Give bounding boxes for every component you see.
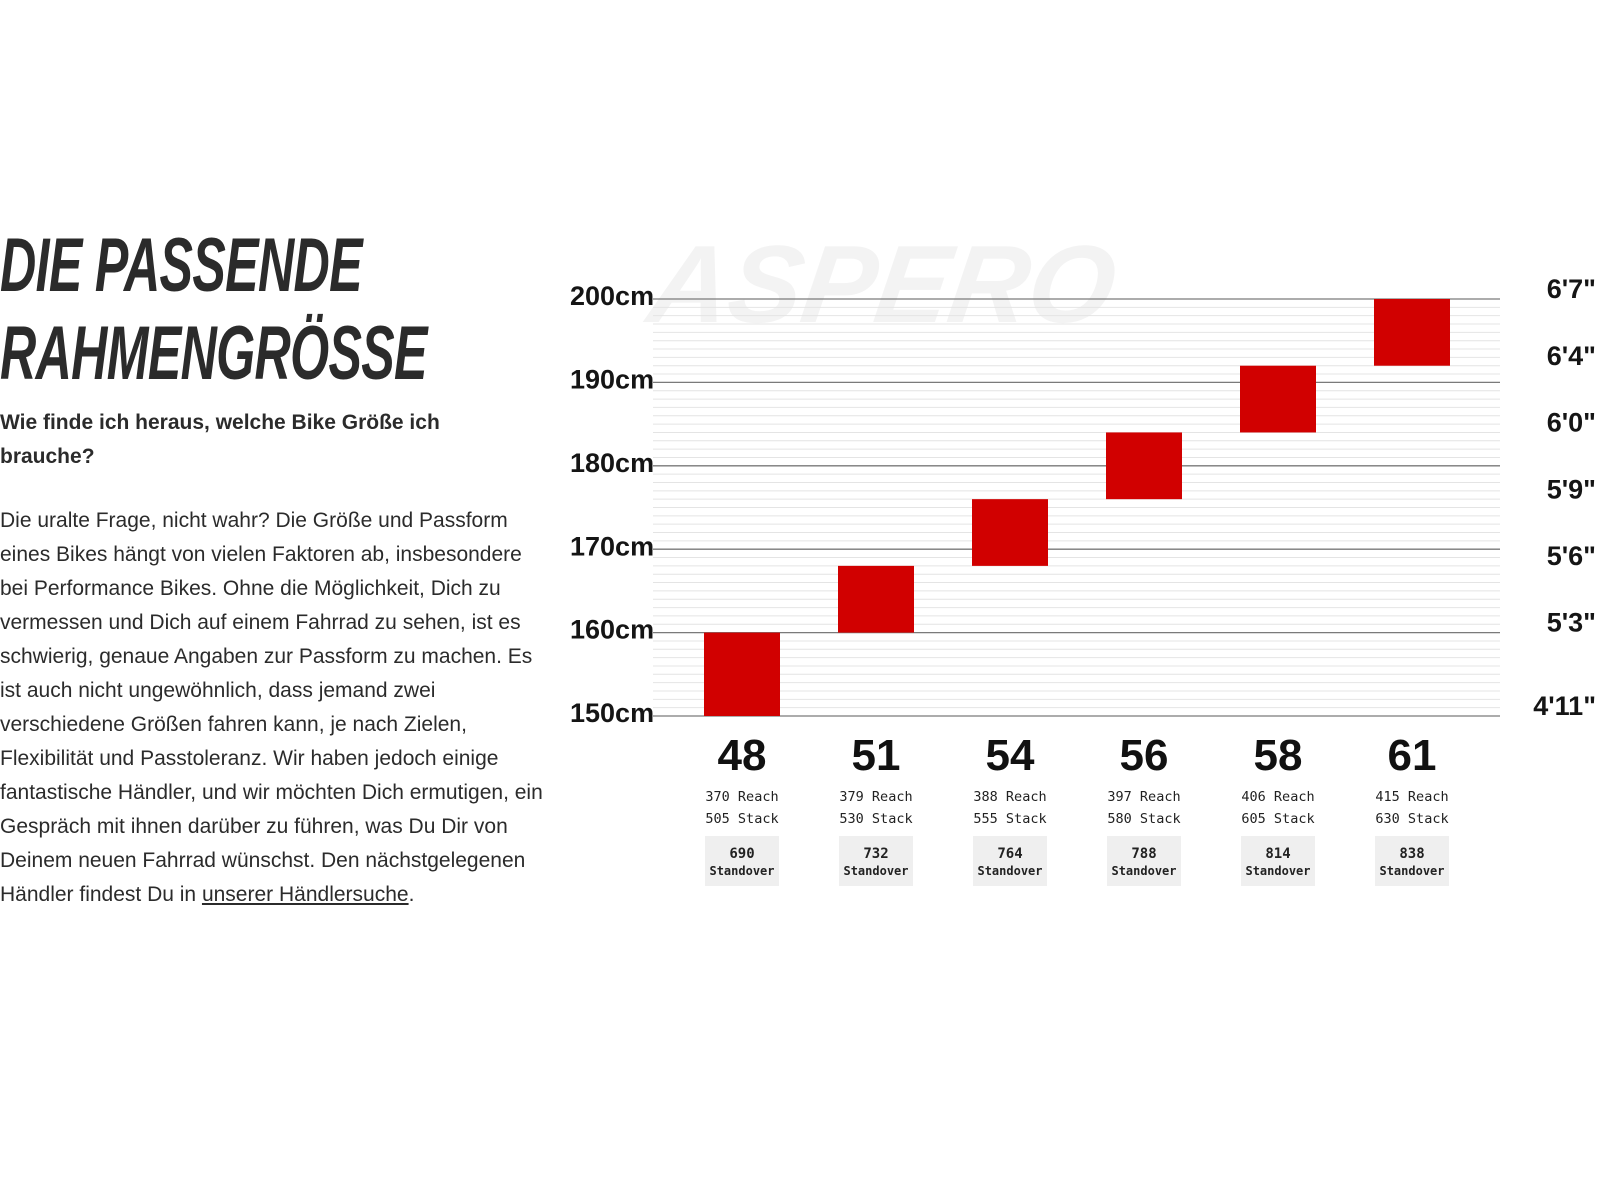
size-bar-51 (838, 565, 914, 633)
standover-label: Standover (1111, 864, 1176, 878)
y-axis-label-ft: 6'7" (1547, 274, 1596, 304)
y-axis-label-cm: 180cm (570, 448, 654, 478)
title-line-1: Die passende (0, 223, 363, 308)
standover-box (705, 836, 779, 886)
title-line-2: Rahmengrösse (0, 311, 428, 396)
reach-label: 388 Reach (973, 789, 1046, 805)
reach-label: 406 Reach (1241, 789, 1314, 805)
standover-value: 814 (1265, 846, 1290, 862)
standover-box (1241, 836, 1315, 886)
y-axis-label-ft: 6'4" (1547, 341, 1596, 371)
stack-label: 630 Stack (1375, 811, 1448, 827)
standover-value: 732 (863, 846, 888, 862)
subtitle: Wie finde ich heraus, welche Bike Größe … (0, 411, 440, 468)
reach-label: 379 Reach (839, 789, 912, 805)
stack-label: 555 Stack (973, 811, 1046, 827)
stack-label: 580 Stack (1107, 811, 1180, 827)
reach-label: 397 Reach (1107, 789, 1180, 805)
y-axis-label-cm: 160cm (570, 615, 654, 645)
y-axis-label-cm: 200cm (570, 281, 654, 311)
standover-label: Standover (843, 864, 908, 878)
standover-value: 690 (729, 846, 754, 862)
standover-label: Standover (709, 864, 774, 878)
size-bar-58 (1240, 365, 1316, 433)
standover-box (839, 836, 913, 886)
watermark-text: ASPERO (639, 230, 1124, 346)
size-label-54: 54 (986, 731, 1035, 780)
standover-label: Standover (1245, 864, 1310, 878)
y-axis-label-ft: 5'9" (1547, 474, 1596, 504)
size-label-56: 56 (1120, 731, 1169, 780)
y-axis-label-ft: 5'6" (1547, 541, 1596, 571)
y-axis-label-ft: 4'11" (1533, 691, 1596, 721)
text-column: Die passende Rahmengrösse Wie finde ich … (0, 222, 560, 912)
reach-label: 415 Reach (1375, 789, 1448, 805)
size-label-51: 51 (852, 731, 901, 780)
standover-value: 788 (1131, 846, 1156, 862)
standover-label: Standover (977, 864, 1042, 878)
size-bar-48 (704, 632, 780, 716)
standover-box (1375, 836, 1449, 886)
size-bar-54 (972, 499, 1048, 566)
size-bar-61 (1374, 299, 1450, 366)
standover-value: 764 (997, 846, 1022, 862)
size-bar-56 (1106, 432, 1182, 500)
stack-label: 505 Stack (705, 811, 778, 827)
reach-label: 370 Reach (705, 789, 778, 805)
body-text: Die uralte Frage, nicht wahr? Die Größe … (0, 509, 543, 906)
y-axis-label-ft: 6'0" (1547, 408, 1596, 438)
body-end: . (408, 883, 415, 906)
y-axis-label-cm: 190cm (570, 365, 654, 395)
standover-value: 838 (1399, 846, 1424, 862)
standover-label: Standover (1379, 864, 1444, 878)
dealer-search-link[interactable]: unserer Händlersuche (201, 883, 409, 906)
y-axis-label-cm: 170cm (570, 531, 654, 561)
standover-box (973, 836, 1047, 886)
y-axis-label-ft: 5'3" (1547, 608, 1596, 638)
frame-size-chart: ASPERO 200cm 190cm 180cm 170cm 160cm 150cm 6'7"… (570, 230, 1600, 930)
page-title: Die passende Rahmengrösse (0, 222, 502, 398)
size-label-58: 58 (1254, 731, 1303, 780)
stack-label: 530 Stack (839, 811, 912, 827)
standover-box (1107, 836, 1181, 886)
size-label-48: 48 (718, 731, 767, 780)
size-label-61: 61 (1388, 731, 1437, 780)
stack-label: 605 Stack (1241, 811, 1314, 827)
y-axis-label-cm: 150cm (570, 698, 654, 728)
body-paragraph: Die uralte Frage, nicht wahr? Die Größe … (0, 504, 545, 912)
